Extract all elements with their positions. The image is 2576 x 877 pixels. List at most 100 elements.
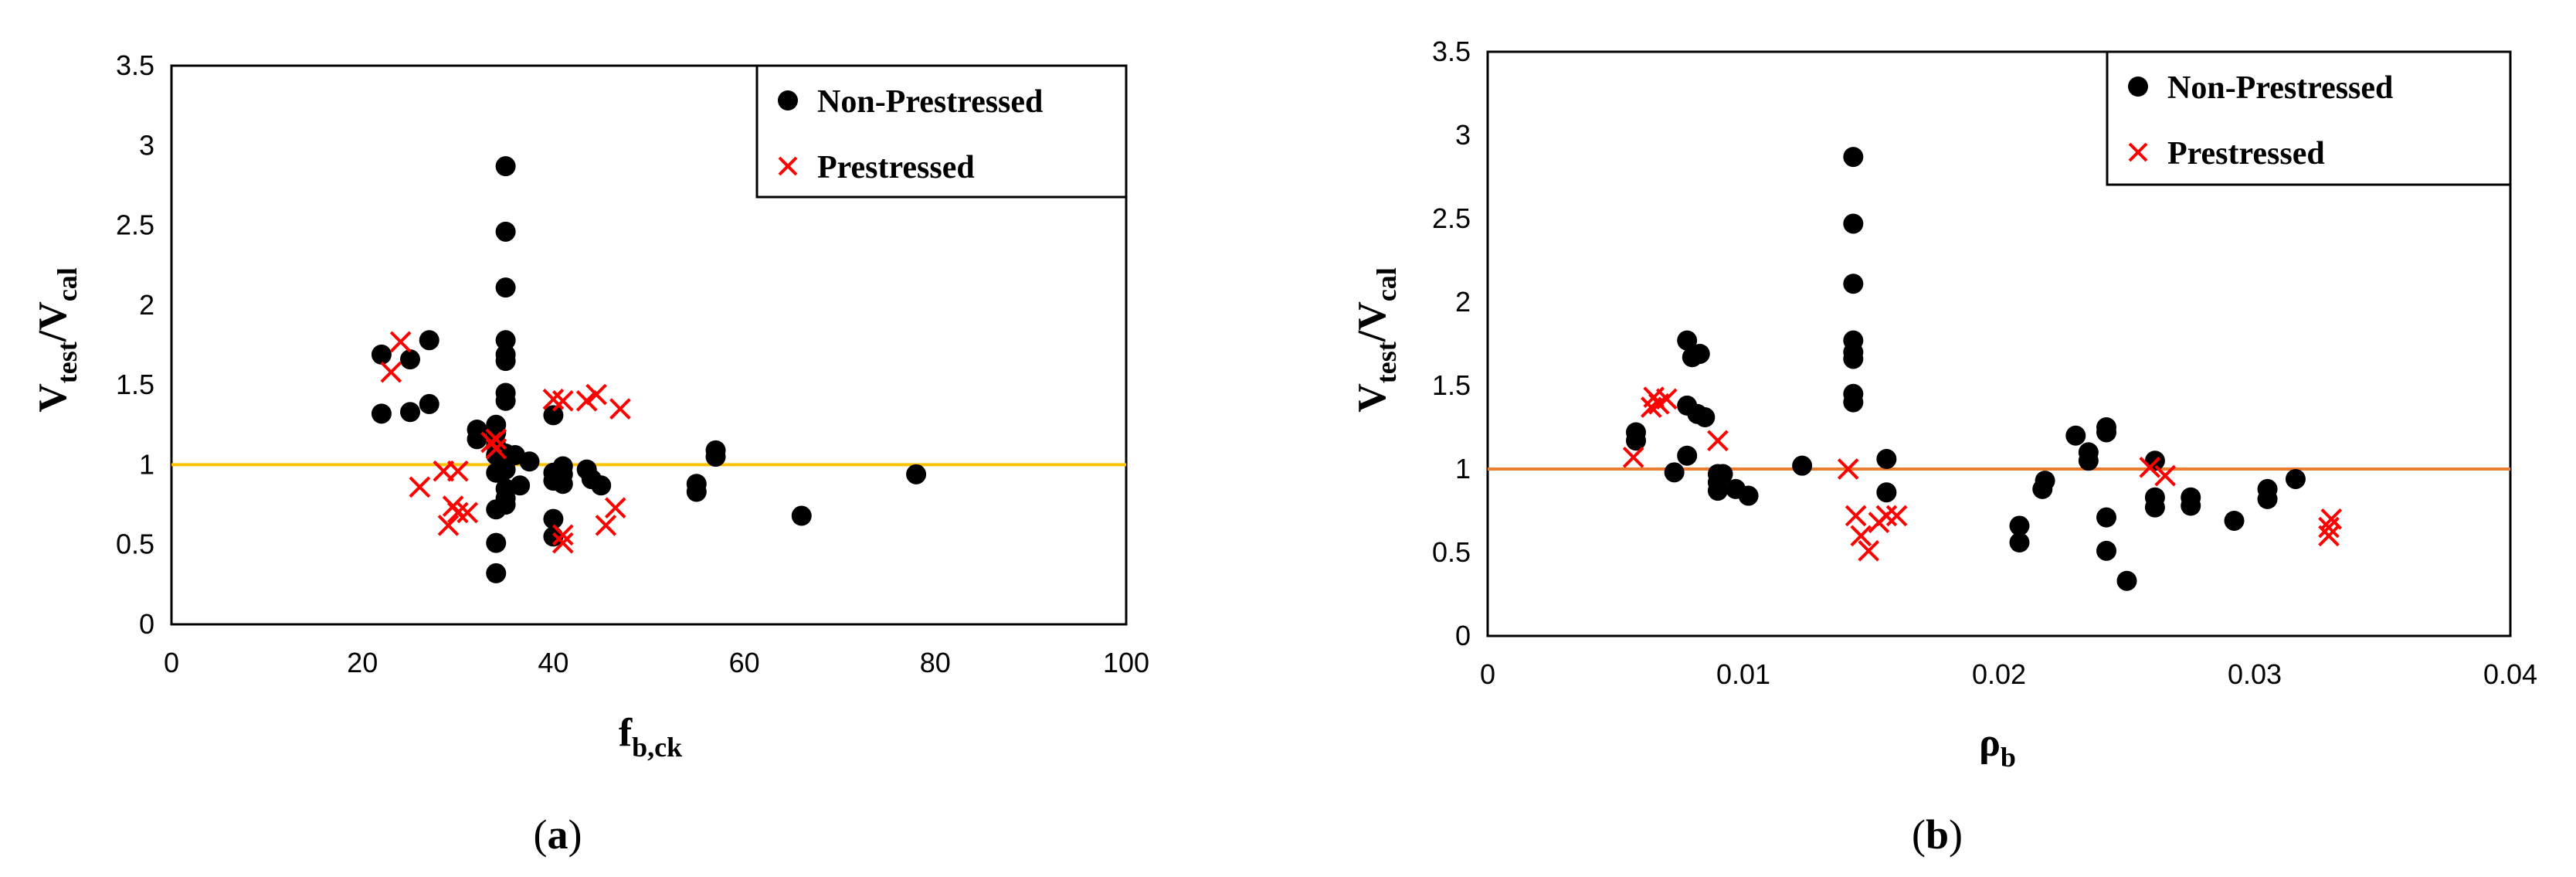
- data-point: [1695, 407, 1716, 428]
- data-point: [495, 221, 516, 242]
- data-point: [2009, 515, 2030, 536]
- caption-letter: a: [548, 811, 568, 858]
- y-tick-label: 0.5: [116, 529, 154, 560]
- data-point: [419, 393, 440, 414]
- data-point: [1655, 388, 1678, 410]
- data-point: [1689, 343, 1710, 364]
- caption-letter: b: [1926, 811, 1949, 858]
- legend-label: Prestressed: [817, 150, 975, 185]
- series-non-prestressed: [371, 156, 927, 583]
- data-point-stroke: [552, 532, 574, 554]
- data-point: [389, 331, 412, 353]
- y-tick-label: 3: [139, 129, 154, 161]
- x-axis-title: ρb: [1979, 721, 2016, 773]
- data-point: [906, 464, 927, 484]
- y-tick-label: 0: [139, 608, 154, 640]
- data-point: [1837, 458, 1859, 480]
- data-point: [495, 156, 516, 177]
- data-point: [1792, 455, 1813, 476]
- data-point: [467, 429, 487, 450]
- data-point: [1876, 482, 1897, 503]
- data-point: [1885, 505, 1908, 527]
- chart-panel-b: 0 0.5 1 1.5 2 2.5 3 3.5 0 0.01 0.02 0.03 0.04 Non-Pre…: [1288, 0, 2576, 877]
- x-tick-label: 0: [164, 647, 179, 678]
- legend: Non-Prestressed Prestressed: [755, 64, 1128, 199]
- data-point-stroke: [2154, 464, 2176, 487]
- caption-open-paren: (: [1912, 811, 1926, 858]
- legend-box: [755, 64, 1128, 199]
- x-tick-label: 0.01: [1716, 658, 1770, 690]
- y-tick-label: 2: [139, 289, 154, 321]
- data-point-stroke: [609, 398, 631, 420]
- caption-close-paren: ): [568, 811, 582, 858]
- data-point-stroke: [456, 501, 478, 524]
- data-point: [2320, 508, 2343, 530]
- data-point: [1625, 430, 1646, 451]
- data-point: [543, 405, 564, 426]
- data-point: [591, 475, 612, 496]
- data-point: [486, 532, 507, 553]
- data-point: [485, 437, 507, 460]
- x-tick-label: 0.03: [2228, 658, 2282, 690]
- y-tick-label: 1: [1455, 453, 1471, 484]
- data-point: [2078, 450, 2099, 471]
- data-point-stroke: [2320, 508, 2343, 530]
- x-tick-label: 100: [1103, 647, 1149, 678]
- data-point-stroke: [585, 383, 607, 406]
- x-axis-title: fb,ck: [619, 711, 682, 763]
- data-point: [705, 447, 726, 467]
- y-axis-title-slash: /: [1350, 330, 1394, 342]
- y-tick-label: 1: [139, 448, 154, 480]
- y-tick-label: 2.5: [1432, 202, 1471, 234]
- data-point: [1876, 449, 1897, 470]
- legend-marker-x: [778, 156, 798, 176]
- data-point: [1622, 447, 1644, 468]
- data-point-stroke: [575, 389, 598, 412]
- data-point: [437, 515, 460, 536]
- data-point: [552, 474, 573, 495]
- data-point: [552, 524, 574, 546]
- legend-marker-circle: [778, 90, 798, 110]
- data-point: [1677, 445, 1698, 466]
- x-tick-label: 0: [1480, 658, 1495, 690]
- data-point-stroke: [1845, 505, 1867, 527]
- data-point: [686, 481, 707, 502]
- series-prestressed: [380, 331, 631, 554]
- x-tick-label: 60: [729, 647, 760, 678]
- y-tick-label: 1.5: [116, 369, 154, 400]
- x-axis-title-sub: b: [2001, 742, 2016, 773]
- data-point-stroke: [604, 497, 626, 519]
- data-point: [1677, 330, 1698, 351]
- data-point: [371, 403, 392, 424]
- data-point: [2009, 532, 2030, 553]
- data-point-stroke: [433, 460, 455, 482]
- data-point: [552, 532, 574, 554]
- data-point: [575, 389, 598, 412]
- data-point: [1738, 485, 1759, 506]
- legend-box: [2106, 50, 2512, 186]
- data-point: [1850, 525, 1872, 547]
- data-point: [495, 351, 516, 372]
- data-point: [1843, 348, 1864, 369]
- data-point: [400, 402, 420, 423]
- data-point: [371, 344, 392, 365]
- data-point-stroke: [552, 389, 574, 412]
- data-point: [2144, 497, 2165, 518]
- x-axis-title-main: ρ: [1979, 721, 2001, 765]
- data-point-stroke: [1655, 388, 1678, 410]
- data-point: [2096, 422, 2117, 443]
- data-point-stroke: [595, 515, 617, 536]
- data-point: [486, 563, 507, 583]
- data-point-stroke: [1858, 540, 1880, 562]
- data-point: [2318, 525, 2340, 547]
- data-point: [2224, 510, 2245, 531]
- scatter-chart-b: 0 0.5 1 1.5 2 2.5 3 3.5 0 0.01 0.02 0.03 0.04 Non-Pre…: [1350, 36, 2537, 858]
- data-point: [2285, 468, 2306, 489]
- series-prestressed: [1622, 386, 2343, 562]
- y-axis-title-main2: V: [1350, 301, 1394, 331]
- data-point: [543, 508, 564, 529]
- y-tick-label: 2: [1455, 286, 1471, 318]
- data-point-stroke: [1850, 525, 1872, 547]
- scatter-chart-a: 0 0.5 1 1.5 2 2.5 3 3.5 0 20 40 60 80 100 Non-Prestres…: [31, 49, 1149, 858]
- caption-open-paren: (: [534, 811, 548, 858]
